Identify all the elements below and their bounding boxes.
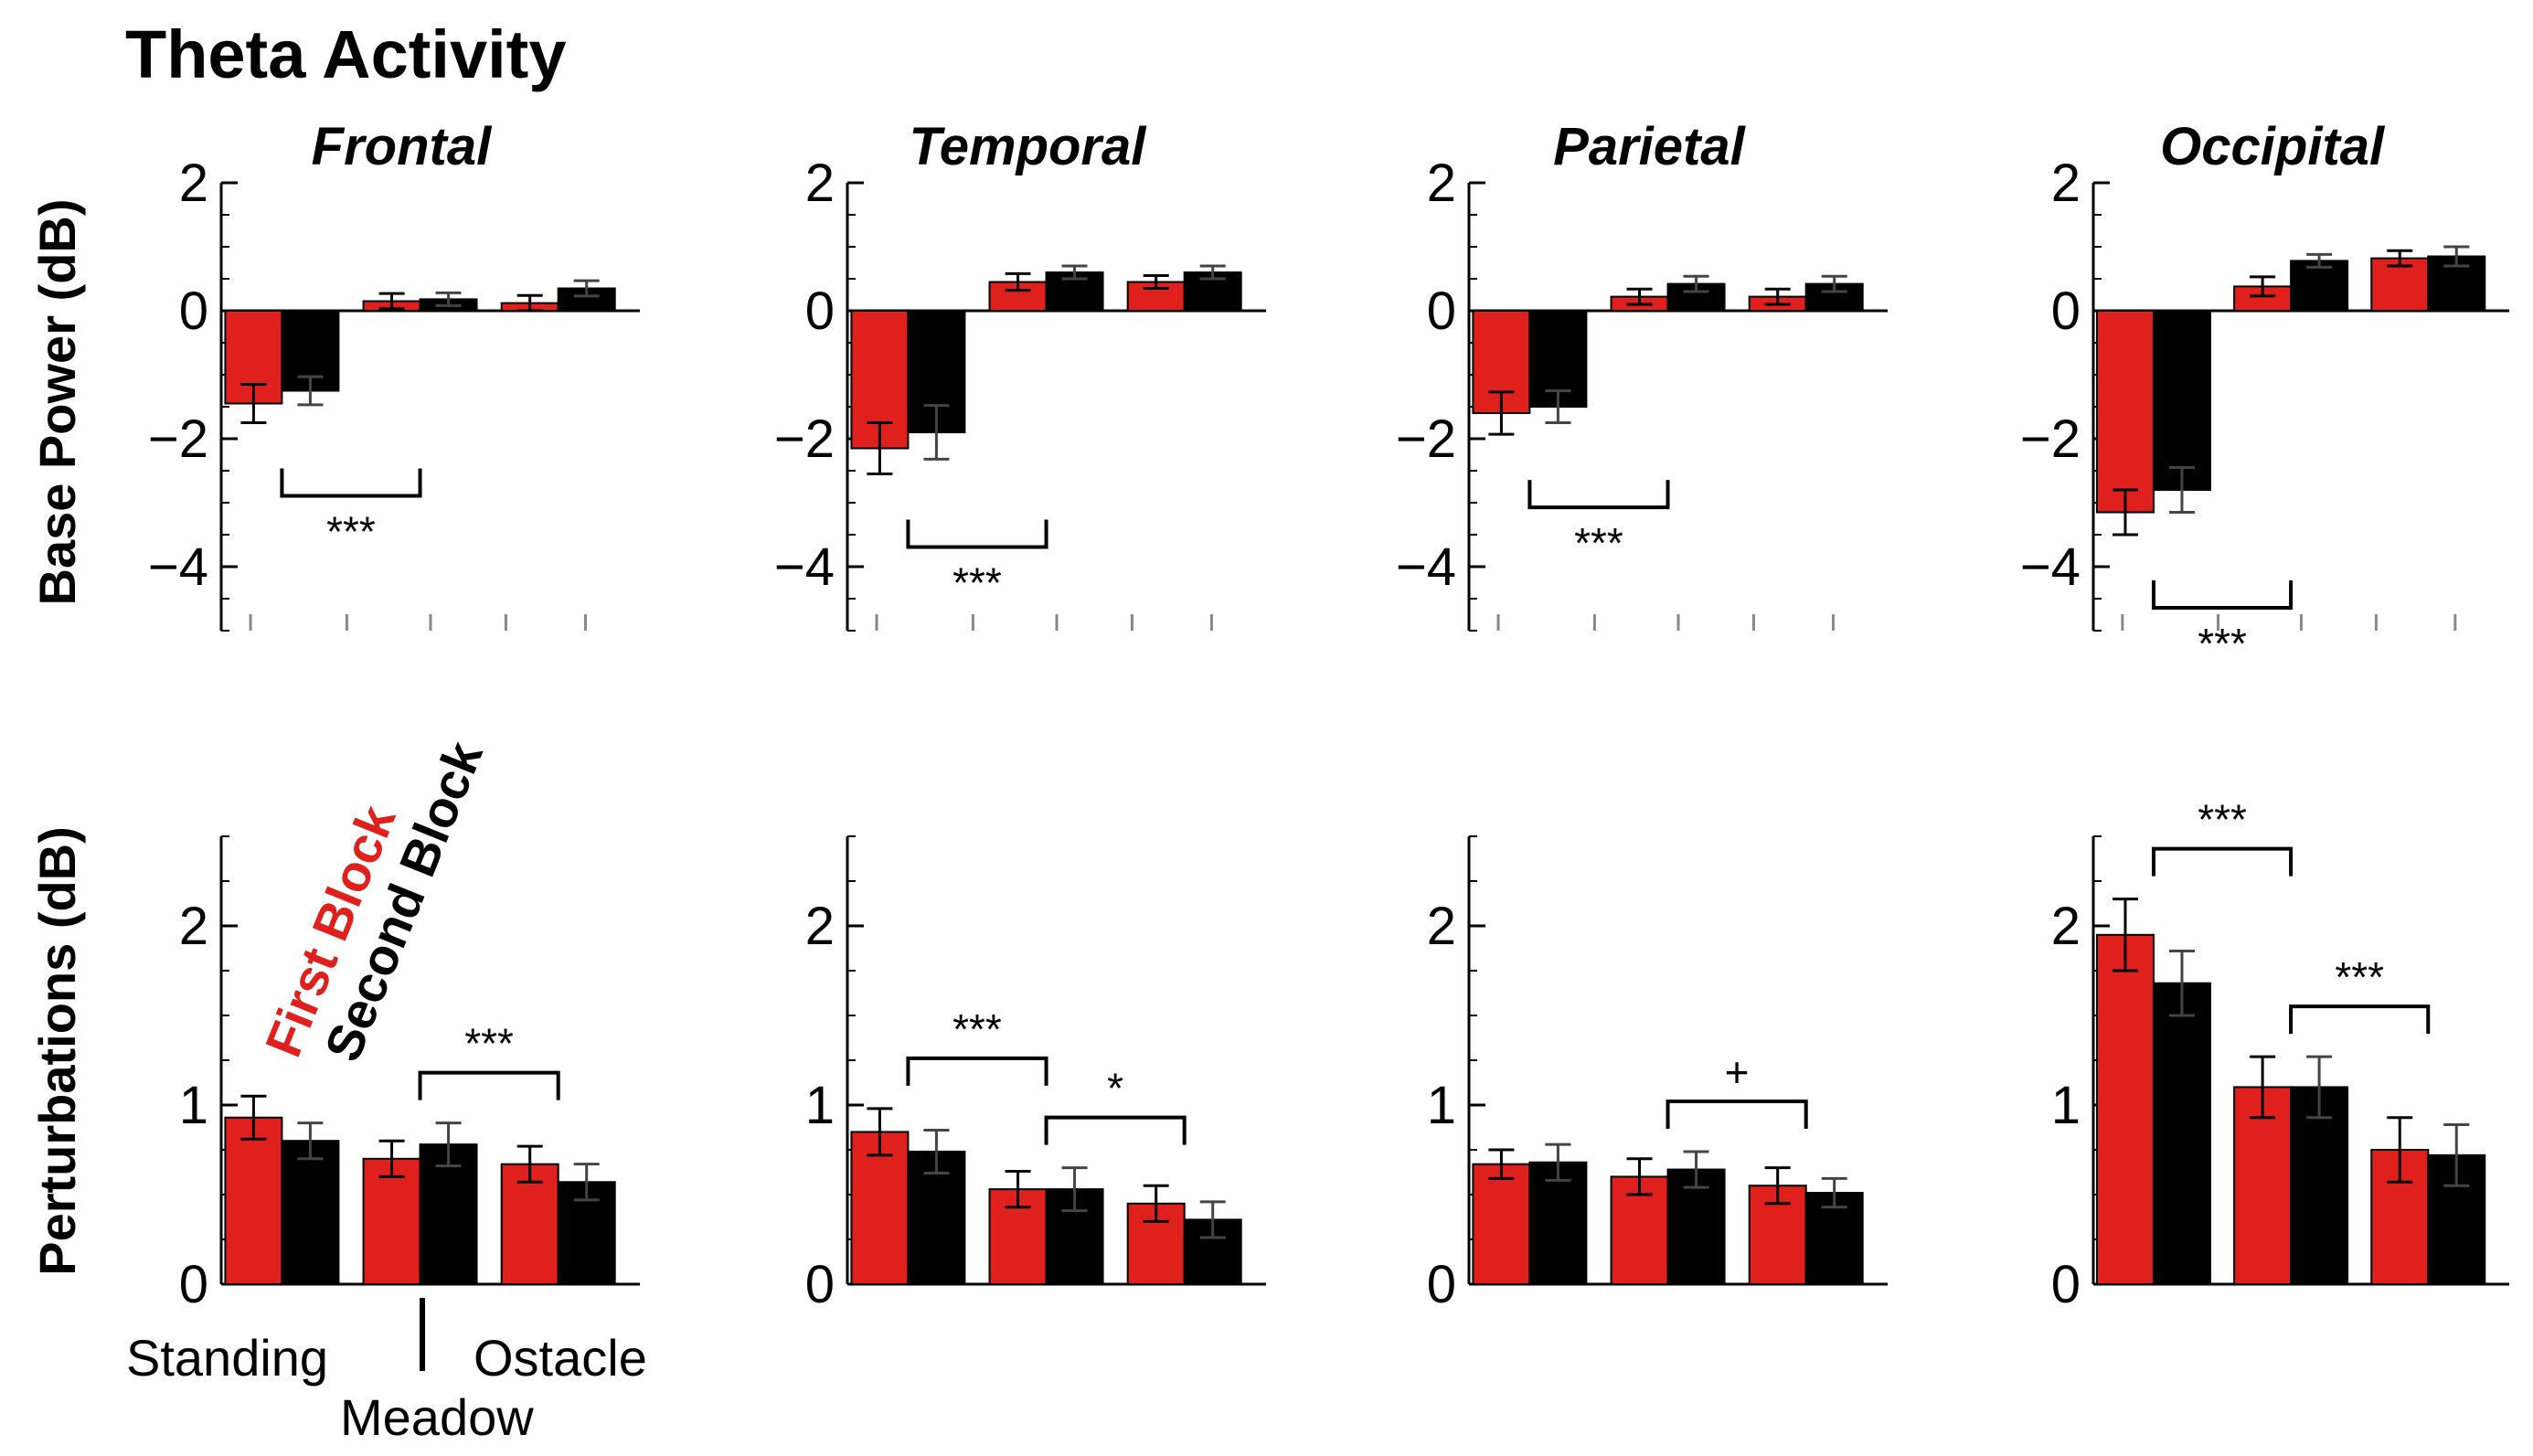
significance-bracket [2289,1004,2431,1035]
panel-temporal-perturbation: 012**** [805,835,1266,1314]
panel-frontal-perturbation: 0 1 2 *** [179,835,640,1314]
panel-occipital-base: Occipital 2 0 −2 −4 *** [2020,117,2509,667]
bar-first-block-meadow [2233,1086,2293,1286]
legend: First Block Second Block [254,733,494,1069]
x-label-obstacle: Ostacle [474,1329,647,1387]
significance-label: *** [953,559,1002,607]
bar-second-block-meadow [2290,260,2349,312]
bar-second-block-standing [281,1140,340,1285]
region-title-parietal: Parietal [1553,117,1746,176]
y-tick-label: 0 [1427,282,1456,341]
y-tick-label: 0 [805,282,835,341]
y-tick-label: −2 [774,409,835,469]
region-title-temporal: Temporal [909,117,1147,176]
significance-bracket [418,1070,560,1100]
significance-label: *** [464,1020,514,1068]
panel-parietal-base: Parietal 2 0 −2 −4 *** [1396,117,1888,632]
y-tick-label: 0 [1427,1255,1456,1314]
bar-first-block-standing [2095,310,2155,514]
y-tick-label: −2 [1396,409,1456,469]
y-tick-label: 2 [805,897,835,956]
significance-bracket [1527,480,1670,510]
significance-label: *** [2198,620,2247,667]
y-tick-label: −4 [1396,537,1456,597]
y-tick-label: −4 [774,537,835,597]
significance-label: * [1107,1065,1123,1112]
significance-bracket [906,1056,1048,1086]
significance-bracket [1044,1115,1187,1145]
bar-first-block-standing [2095,933,2155,1285]
y-tick-label: −2 [148,409,208,469]
significance-bracket [906,519,1048,549]
y-tick-label: 2 [1427,897,1456,956]
bar-first-block-standing [850,1131,910,1286]
y-tick-label: 0 [805,1255,835,1314]
bar-second-block-standing [2152,310,2211,491]
figure-title: Theta Activity [125,16,566,92]
panel-parietal-perturbation: 0 1 2 + [1427,835,1888,1314]
y-tick-label: −4 [2020,537,2081,597]
significance-bracket [280,468,422,498]
y-tick-label: 1 [805,1076,835,1135]
y-tick-label: 2 [179,897,208,956]
region-title-occipital: Occipital [2160,117,2386,176]
y-axis-title-perturbations: Perturbations (dB) [28,826,86,1276]
y-tick-label: 0 [2051,282,2081,341]
panel-temporal-base: Temporal 2 0 −2 −4 *** [774,117,1266,632]
y-tick-label: 0 [179,282,208,341]
significance-bracket [1666,1099,1808,1129]
significance-label: *** [953,1005,1002,1053]
bar-first-block-standing [1472,1163,1531,1286]
significance-label: *** [2335,953,2384,1001]
y-tick-label: 0 [2051,1255,2081,1314]
significance-label: + [1725,1048,1750,1096]
bar-second-block-standing [1528,1161,1588,1285]
bar-first-block-standing [224,1116,283,1285]
y-tick-label: 2 [805,154,835,213]
y-tick-label: −2 [2020,409,2081,469]
significance-label: *** [2198,796,2247,844]
region-title-frontal: Frontal [312,117,493,176]
bar-second-block-meadow [2290,1086,2349,1286]
x-category-labels: Standing Meadow Ostacle [126,1298,647,1446]
y-tick-label: 2 [2051,154,2081,213]
x-label-standing: Standing [126,1329,328,1387]
y-tick-label: 2 [1427,154,1456,213]
y-tick-label: 1 [1427,1076,1456,1135]
x-label-meadow: Meadow [340,1388,534,1446]
bar-first-block-ostacle [1126,1202,1186,1286]
y-tick-label: 2 [2051,897,2081,956]
significance-label: *** [326,508,376,556]
y-tick-label: 0 [179,1255,208,1314]
bar-second-block-standing [2152,982,2211,1285]
y-tick-label: 1 [179,1076,208,1135]
panel-occipital-perturbation: 0 1 2 *** *** [2051,796,2509,1314]
y-tick-label: −4 [148,537,208,597]
y-axis-title-base-power: Base Power (dB) [28,199,86,606]
y-tick-label: 1 [2051,1076,2081,1135]
panel-frontal-base: Frontal 2 0 −2 −4 *** [148,117,640,632]
y-tick-label: 2 [179,154,208,213]
significance-bracket [2151,580,2294,610]
significance-label: *** [1574,519,1623,567]
significance-bracket [2151,846,2294,877]
